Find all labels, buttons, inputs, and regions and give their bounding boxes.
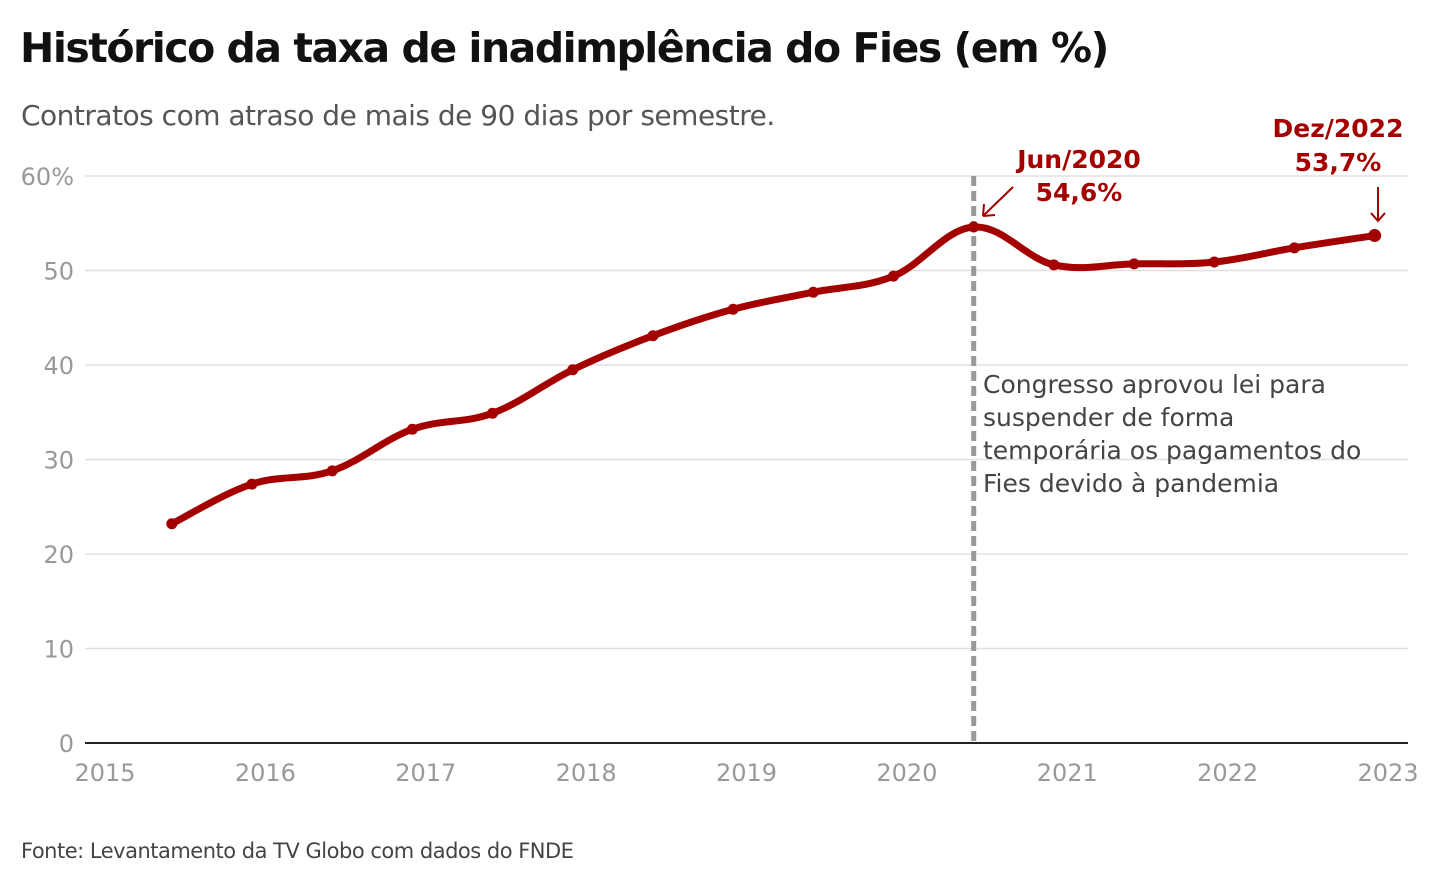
y-tick-label: 30	[43, 447, 74, 475]
x-tick-label: 2023	[1357, 759, 1418, 787]
x-tick-label: 2020	[876, 759, 937, 787]
y-tick-label: 0	[59, 730, 74, 758]
data-point	[567, 364, 579, 376]
data-point	[1368, 229, 1382, 243]
highlight-label-dez-2022: Dez/2022	[1273, 114, 1404, 143]
data-point	[1048, 259, 1060, 271]
y-tick-label: 10	[43, 636, 74, 664]
chart-subtitle: Contratos com atraso de mais de 90 dias …	[21, 99, 775, 132]
highlight-value-jun-2020: 54,6%	[1036, 178, 1123, 207]
y-tick-label: 60%	[21, 163, 74, 191]
x-tick-label: 2018	[556, 759, 617, 787]
x-tick-label: 2021	[1037, 759, 1098, 787]
highlight-label-jun-2020: Jun/2020	[1015, 145, 1141, 174]
data-point	[326, 465, 338, 477]
highlight-value-dez-2022: 53,7%	[1295, 148, 1382, 177]
event-annotation: Fies devido à pandemia	[983, 469, 1279, 498]
x-tick-label: 2019	[716, 759, 777, 787]
x-tick-label: 2016	[235, 759, 296, 787]
data-point	[1208, 256, 1220, 268]
y-tick-label: 50	[43, 258, 74, 286]
event-annotation: temporária os pagamentos do	[983, 436, 1361, 465]
series-line	[168, 223, 1379, 528]
event-annotation: suspender de forma	[983, 403, 1234, 432]
x-tick-label: 2017	[395, 759, 456, 787]
x-tick-label: 2022	[1197, 759, 1258, 787]
chart-title: Histórico da taxa de inadimplência do Fi…	[20, 24, 1109, 72]
data-point	[246, 478, 258, 490]
y-tick-label: 20	[43, 541, 74, 569]
data-point	[888, 270, 900, 282]
data-point	[1288, 242, 1300, 254]
data-point	[968, 221, 980, 233]
arrow-icon	[982, 186, 1014, 217]
data-point	[1128, 258, 1140, 270]
data-point	[166, 518, 178, 530]
data-point	[807, 286, 819, 298]
y-tick-label: 40	[43, 352, 74, 380]
data-point	[487, 407, 499, 419]
data-point	[727, 303, 739, 315]
source-note: Fonte: Levantamento da TV Globo com dado…	[21, 839, 574, 863]
data-point	[406, 423, 418, 435]
data-point	[647, 330, 659, 342]
event-annotation: Congresso aprovou lei para	[983, 370, 1326, 399]
arrow-icon	[1370, 187, 1386, 223]
x-tick-label: 2015	[74, 759, 135, 787]
